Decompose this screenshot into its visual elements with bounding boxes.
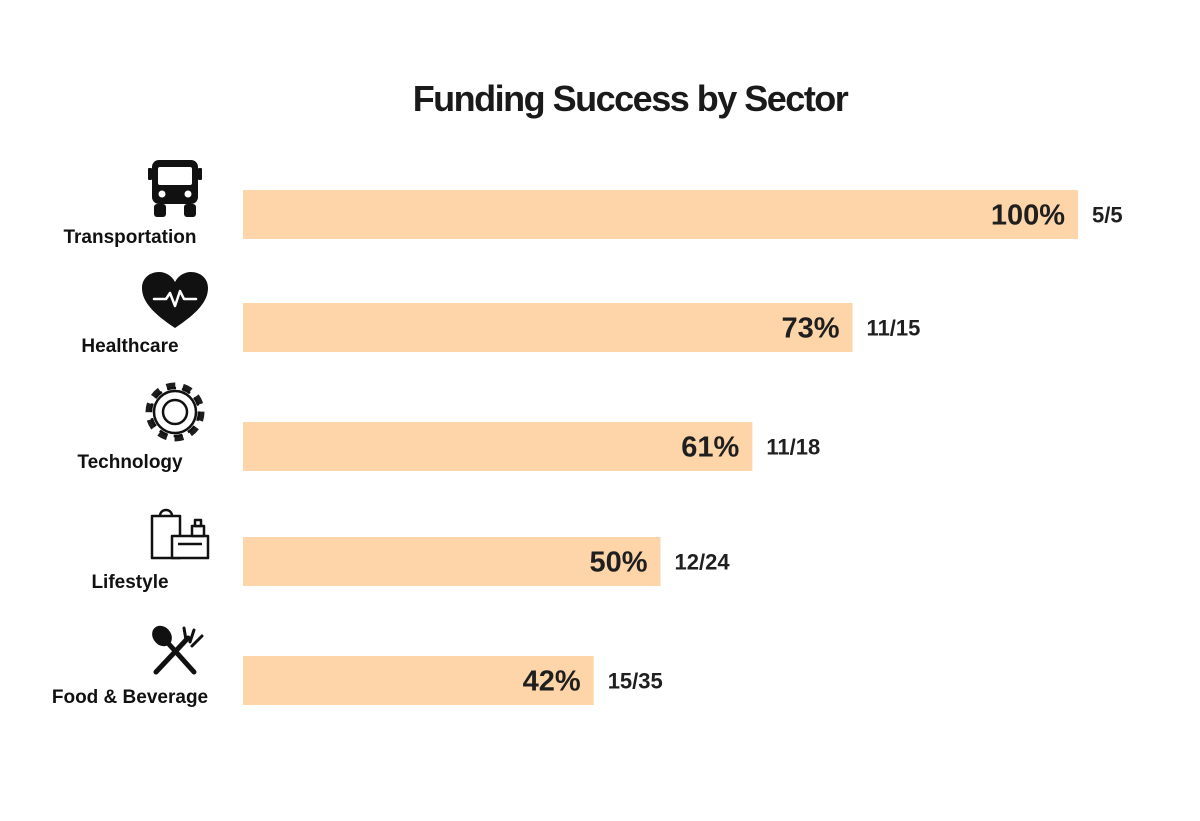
bus-icon bbox=[148, 160, 202, 217]
bar-value-label: 61% bbox=[681, 432, 739, 464]
bar-count-label: 11/18 bbox=[766, 435, 820, 460]
bar-transportation bbox=[243, 190, 1078, 239]
bar-value-label: 73% bbox=[782, 313, 840, 345]
bar-count-label: 12/24 bbox=[675, 550, 731, 575]
bar-count-label: 15/35 bbox=[608, 669, 663, 694]
category-label: Healthcare bbox=[81, 336, 178, 357]
bar-technology bbox=[243, 422, 753, 471]
bars-layer: 100% 5/5 Transportation 73% 11/15 Healthcare 6… bbox=[52, 190, 1123, 708]
heartbeat-icon bbox=[142, 272, 208, 328]
gear-icon bbox=[145, 382, 205, 442]
bar-value-label: 50% bbox=[589, 547, 647, 579]
bar-lifestyle bbox=[243, 537, 661, 586]
bar-count-label: 11/15 bbox=[867, 316, 921, 341]
bar-food-beverage bbox=[243, 656, 594, 705]
icons-layer bbox=[142, 160, 210, 675]
category-label: Technology bbox=[77, 452, 183, 473]
category-label: Transportation bbox=[63, 227, 196, 248]
shopping-icon bbox=[150, 508, 210, 560]
category-label: Food & Beverage bbox=[52, 687, 208, 708]
utensils-icon bbox=[152, 625, 204, 675]
category-label: Lifestyle bbox=[91, 572, 168, 593]
bar-value-label: 42% bbox=[523, 666, 581, 698]
bar-healthcare bbox=[243, 303, 853, 352]
bar-count-label: 5/5 bbox=[1092, 203, 1123, 228]
bar-value-label: 100% bbox=[991, 200, 1065, 232]
chart-title: Funding Success by Sector bbox=[412, 78, 849, 119]
